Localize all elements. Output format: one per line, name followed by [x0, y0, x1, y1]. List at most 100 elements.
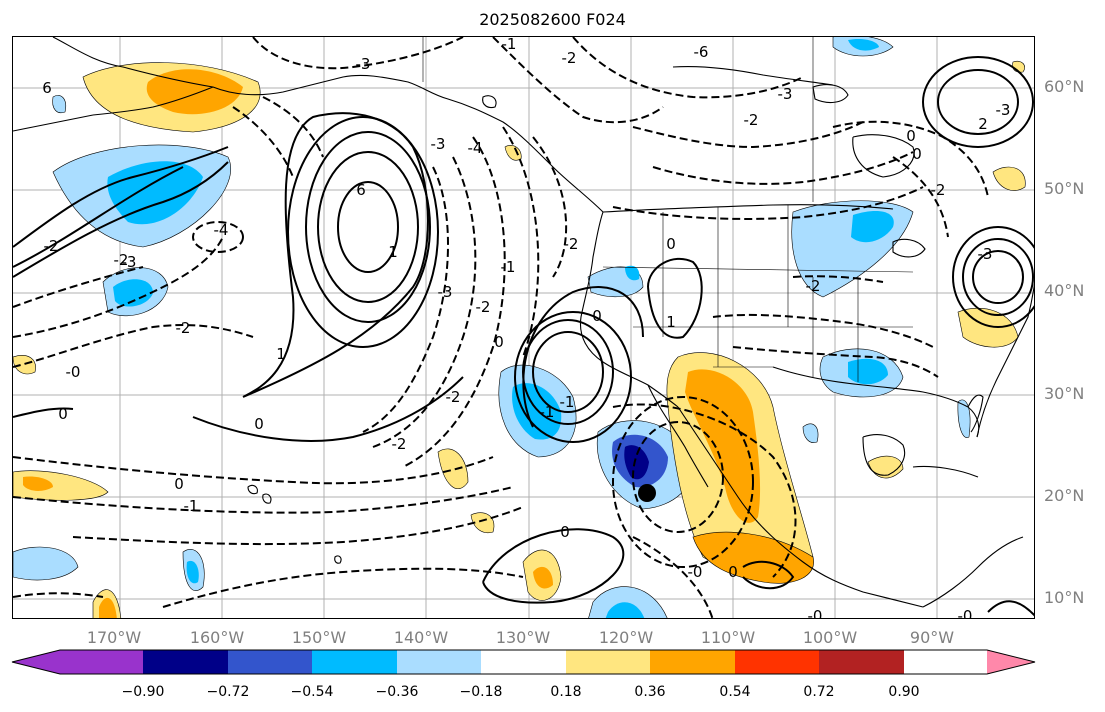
lat-label: 30°N [1044, 384, 1085, 403]
contour-label: -1 [560, 393, 575, 411]
colorbar-tick: 0.18 [550, 684, 582, 700]
colorbar-tick: −0.54 [290, 684, 334, 700]
colorbar-extend-high [987, 650, 1035, 674]
contour-label: 0 [560, 523, 570, 541]
florida [967, 394, 984, 433]
contours-negative [13, 37, 989, 618]
contour-label: -3 [778, 85, 793, 103]
contour-high-central-1 [514, 311, 632, 443]
contour-label: -1 [501, 258, 516, 276]
contour-label: 0 [254, 415, 264, 433]
colorbar-segment [60, 650, 143, 674]
contour-neg-canada [832, 120, 989, 198]
lat-label: 50°N [1044, 179, 1085, 198]
contour-label: 0 [494, 333, 504, 351]
colorbar-tick: 0.72 [803, 684, 835, 700]
contour-label: 0 [666, 235, 676, 253]
lat-label: 40°N [1044, 281, 1085, 300]
contour-label: -0 [808, 607, 823, 619]
fill-north-negative-core [848, 38, 879, 51]
map-title: 2025082600 F024 [479, 10, 626, 29]
fill-dateline-positive-core [23, 476, 53, 491]
colorbar-segment [397, 650, 481, 674]
contour-neg-6 [372, 156, 477, 448]
colorbar-tick: −0.90 [121, 684, 165, 700]
contour-label: 1 [666, 313, 676, 331]
contour-neg-alaska-2 [232, 106, 294, 178]
contour-neg-north-7 [892, 156, 949, 238]
contour-label: -3 [996, 101, 1011, 119]
contour-label: -1 [502, 37, 517, 53]
lon-label: 160°W [189, 628, 245, 647]
contour-label: 0 [174, 475, 184, 493]
contour-high-pacific-4 [305, 131, 431, 323]
yucatan [862, 434, 906, 476]
fill-mexico-positive-core [685, 369, 761, 523]
contour-high-pacific-6 [337, 181, 399, 273]
contour-west-2 [13, 161, 229, 278]
lon-label: 110°W [700, 628, 756, 647]
contour-label: -2 [744, 111, 759, 129]
contour-west-3 [13, 166, 184, 268]
colorbar-tick: 0.90 [888, 684, 920, 700]
contour-neg-7 [402, 136, 506, 468]
contour-label: -2 [114, 251, 129, 269]
contour-neg-north-1 [252, 37, 464, 70]
contour-label: -3 [978, 245, 993, 263]
contour-labels: 6 -3 -1 -2 -6 -3 -2 -3 0 -4 -3 -2 2 6 -4… [42, 37, 1011, 619]
contour-neg-mx [632, 421, 724, 533]
contour-high-ne-2 [962, 238, 1034, 316]
colorbar-tick: 0.36 [634, 684, 666, 700]
hudson-bay [852, 134, 915, 178]
contour-label: -2 [931, 181, 946, 199]
contour-label: -2 [446, 388, 461, 406]
contour-label: 2 [978, 115, 988, 133]
contour-neg-5 [362, 166, 449, 433]
colorbar-segment [650, 650, 735, 674]
contour-high-pacific-1 [242, 112, 429, 398]
contour-label: 1 [388, 243, 398, 261]
contour-label: -2 [176, 319, 191, 337]
contour-neg-2 [13, 236, 224, 338]
contour-neg-8 [502, 126, 540, 358]
coastlines [13, 37, 1034, 608]
contour-high-pacific-5 [317, 151, 419, 303]
map-panel: 6 -3 -1 -2 -6 -3 -2 -3 0 -4 -3 -2 2 6 -4… [12, 36, 1035, 619]
contour-neg-north-2 [492, 37, 664, 124]
contour-label: 6 [42, 79, 52, 97]
contour-label: -1 [184, 497, 199, 515]
fill-mexico-south-positive [692, 531, 814, 584]
contour-label: -4 [214, 221, 229, 239]
contour-label: -6 [694, 43, 709, 61]
us-west-coast [579, 211, 679, 408]
fill-fl-negative [957, 399, 971, 438]
contour-neg-10 [13, 456, 494, 485]
contour-neg-13 [162, 567, 524, 608]
colorbar-tick: 0.54 [719, 684, 751, 700]
colorbar-tick: −0.36 [375, 684, 419, 700]
fill-us-negative-core [851, 211, 894, 243]
great-lakes [892, 238, 926, 258]
contour-label: 0 [906, 127, 916, 145]
contour-neg-9 [532, 136, 568, 278]
contour-neg-mx-3 [612, 403, 797, 578]
small-island [334, 555, 342, 564]
contour-label: -3 [431, 135, 446, 153]
contour-tropic-0 [482, 528, 625, 604]
colorbar-segment [143, 650, 228, 674]
contour-high-ne-1 [952, 226, 1034, 328]
contour-label: -2 [392, 435, 407, 453]
contour-label: 1 [276, 345, 286, 363]
colorbar-segment [228, 650, 312, 674]
contour-label: -0 [66, 363, 81, 381]
fill-pac-negative-tiny [52, 95, 66, 114]
contour-label: -1 [540, 403, 555, 421]
contour-high-north-2 [937, 69, 1019, 135]
colorbar-segment [819, 650, 904, 674]
gulf-coast [772, 366, 980, 438]
fill-south-negative-core [186, 560, 199, 584]
hawaii-2 [262, 493, 272, 504]
fill-tropic-positive-core [533, 566, 553, 589]
contour-label: 0 [728, 563, 738, 581]
atlantic-coast [976, 283, 1034, 438]
